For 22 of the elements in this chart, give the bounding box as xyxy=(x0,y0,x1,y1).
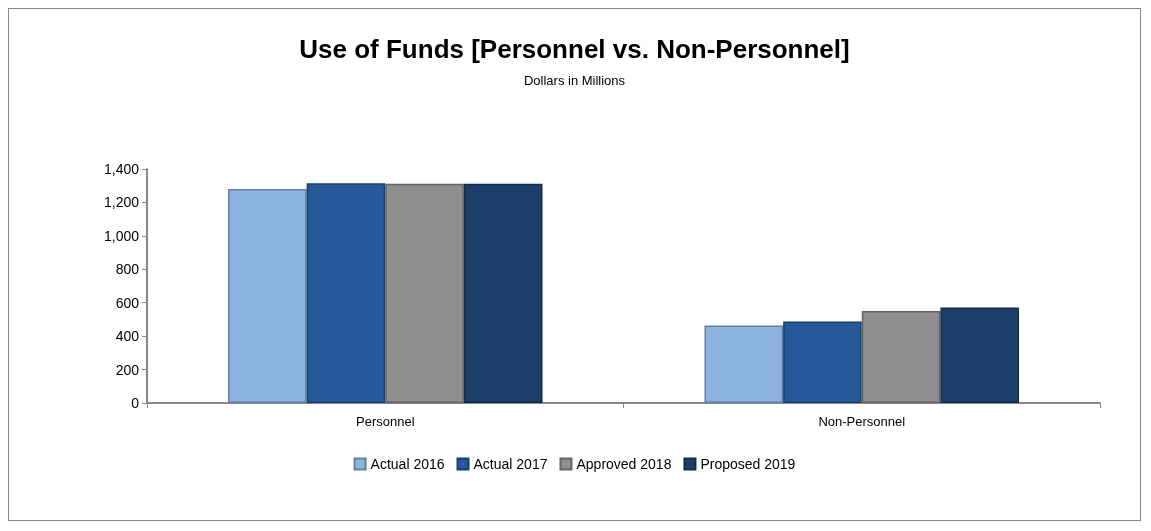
bar xyxy=(463,183,543,403)
y-tick-label: 200 xyxy=(115,361,140,378)
bar xyxy=(940,307,1019,403)
y-tick-label: 600 xyxy=(115,294,140,311)
y-tick-label: 800 xyxy=(115,261,140,278)
y-tick-label: 400 xyxy=(115,328,140,345)
bar xyxy=(228,189,307,403)
bar xyxy=(704,325,784,403)
chart-title: Use of Funds [Personnel vs. Non-Personnel] xyxy=(299,34,850,64)
y-tick-label: 1,400 xyxy=(103,161,140,177)
y-tick-label: 0 xyxy=(131,395,140,411)
x-tick-label: Personnel xyxy=(355,414,415,429)
x-tick-label: Non-Personnel xyxy=(818,414,906,429)
y-tick-label: 1,000 xyxy=(103,227,140,244)
legend-label: Actual 2016 xyxy=(370,456,445,472)
legend-label: Proposed 2019 xyxy=(700,456,796,472)
bar xyxy=(306,183,386,403)
bar xyxy=(783,321,862,403)
legend-label: Approved 2018 xyxy=(576,456,672,472)
y-tick-label: 1,200 xyxy=(103,194,140,211)
chart-subtitle: Dollars in Millions xyxy=(523,73,626,88)
legend-label: Actual 2017 xyxy=(473,456,548,472)
